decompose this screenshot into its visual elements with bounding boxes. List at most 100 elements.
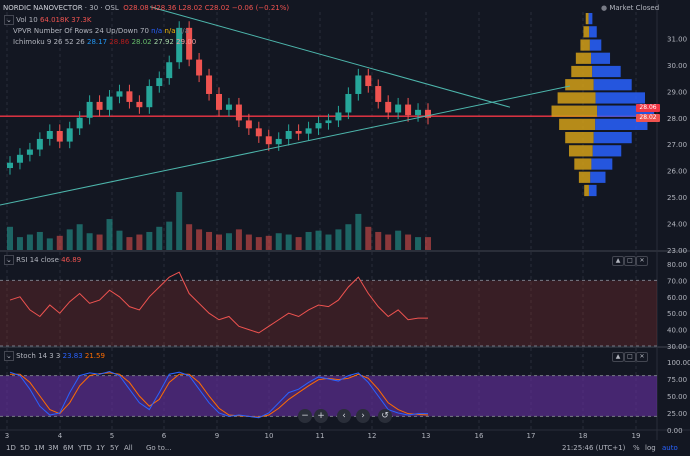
rsi-value: 46.89 bbox=[61, 256, 82, 264]
candle-body bbox=[96, 101, 103, 110]
volume-profile-down-bar bbox=[597, 105, 655, 117]
stoch-legend[interactable]: ⌄ Stoch 14 3 3 23.83 21.59 bbox=[4, 351, 105, 361]
timeframe-ytd[interactable]: YTD bbox=[78, 444, 92, 452]
y-tick-label: 25.00 bbox=[667, 194, 687, 202]
candle-body bbox=[136, 101, 143, 108]
stoch-pane-up-icon[interactable]: ▲ bbox=[612, 352, 624, 362]
go-to-button[interactable]: Go to... bbox=[146, 444, 172, 452]
log-toggle[interactable]: log bbox=[645, 444, 656, 452]
candle-body bbox=[405, 104, 412, 116]
reset-chart-button[interactable]: ↺ bbox=[378, 409, 392, 423]
volume-bar bbox=[56, 235, 63, 250]
timeframe-1d[interactable]: 1D bbox=[6, 444, 16, 452]
stoch-params: 14 3 3 bbox=[38, 352, 61, 360]
x-tick-label: 9 bbox=[215, 432, 219, 440]
volume-bar bbox=[166, 221, 173, 250]
ichimoku-value-3: 28.02 bbox=[131, 38, 152, 46]
ohlc-close: C28.02 bbox=[204, 4, 230, 12]
timeframe-1y[interactable]: 1Y bbox=[96, 444, 105, 452]
rsi-collapse-icon[interactable]: ⌄ bbox=[4, 255, 14, 265]
volume-bar bbox=[415, 237, 422, 250]
rsi-params: 14 close bbox=[29, 256, 59, 264]
volume-bar bbox=[196, 229, 203, 250]
vpvr-legend[interactable]: VPVR Number Of Rows 24 Up/Down 70 n/a n/… bbox=[13, 27, 189, 36]
volume-profile-up-bar bbox=[559, 118, 596, 130]
volume-profile-down-bar bbox=[589, 39, 602, 51]
collapse-icon[interactable]: ⌄ bbox=[4, 15, 14, 25]
rsi-y-tick-label: 80.00 bbox=[667, 261, 687, 269]
candle-body bbox=[46, 131, 53, 139]
candle-body bbox=[255, 128, 262, 137]
volume-bar bbox=[245, 234, 252, 250]
vpvr-value-3: n/a bbox=[177, 27, 189, 35]
candle-body bbox=[156, 78, 163, 87]
volume-bar bbox=[305, 231, 312, 250]
auto-toggle[interactable]: auto bbox=[662, 444, 678, 452]
pane-close-icon[interactable]: ✕ bbox=[636, 256, 648, 266]
volume-bar bbox=[325, 234, 332, 250]
pane-up-icon[interactable]: ▲ bbox=[612, 256, 624, 266]
timeframe-all[interactable]: All bbox=[124, 444, 133, 452]
rsi-legend[interactable]: ⌄ RSI 14 close 46.89 bbox=[4, 255, 82, 265]
x-tick-label: 19 bbox=[632, 432, 641, 440]
candle-body bbox=[106, 96, 113, 110]
ichimoku-value-4: 27.92 bbox=[153, 38, 174, 46]
exchange: OSL bbox=[104, 4, 119, 12]
volume-bar bbox=[385, 234, 392, 250]
percent-toggle[interactable]: % bbox=[633, 444, 640, 452]
volume-bar bbox=[66, 229, 73, 250]
volume-bar bbox=[405, 234, 412, 250]
volume-profile-down-bar bbox=[589, 26, 597, 38]
candle-body bbox=[245, 120, 252, 129]
candle-body bbox=[176, 27, 183, 63]
volume-bar bbox=[395, 230, 402, 250]
candle-body bbox=[295, 131, 302, 134]
x-tick-label: 6 bbox=[162, 432, 167, 440]
zoom-out-button[interactable]: − bbox=[298, 409, 312, 423]
volume-bar bbox=[156, 226, 163, 250]
vol-value-1: 64.018K bbox=[39, 16, 70, 24]
stoch-y-tick-label: 50.00 bbox=[667, 393, 687, 401]
header-legend: NORDIC NANOVECTOR · 30 · OSL O28.08 H28.… bbox=[3, 4, 290, 12]
candle-body bbox=[7, 162, 13, 169]
timeframe-3m[interactable]: 3M bbox=[48, 444, 59, 452]
vpvr-params: Number Of Rows 24 Up/Down 70 bbox=[33, 27, 149, 35]
ichimoku-legend[interactable]: Ichimoku 9 26 52 26 28.17 28.86 28.02 27… bbox=[13, 38, 196, 47]
volume-bar bbox=[375, 231, 382, 250]
vpvr-label: VPVR bbox=[13, 27, 32, 35]
candle-body bbox=[86, 101, 93, 118]
x-tick-label: 17 bbox=[527, 432, 536, 440]
timeframe-6m[interactable]: 6M bbox=[63, 444, 74, 452]
volume-bar bbox=[176, 192, 183, 250]
current-price-box: 28.06 bbox=[636, 104, 660, 112]
vol-value-2: 37.3K bbox=[71, 16, 92, 24]
volume-profile-up-bar bbox=[580, 39, 590, 51]
candle-body bbox=[305, 128, 312, 134]
volume-profile-up-bar bbox=[569, 145, 593, 157]
volume-bar bbox=[295, 237, 302, 250]
stoch-pane-close-icon[interactable]: ✕ bbox=[636, 352, 648, 362]
volume-profile-down-bar bbox=[591, 158, 613, 170]
rsi-y-tick-label: 30.00 bbox=[667, 343, 687, 351]
volume-profile-down-bar bbox=[595, 92, 645, 104]
scroll-right-button[interactable]: › bbox=[356, 409, 370, 423]
volume-profile-up-bar bbox=[578, 171, 591, 183]
stoch-pane-maximize-icon[interactable]: □ bbox=[624, 352, 636, 362]
ichimoku-value-2: 28.86 bbox=[109, 38, 130, 46]
vol-legend[interactable]: ⌄ Vol 10 64.018K 37.3K bbox=[4, 15, 92, 25]
candle-body bbox=[26, 149, 33, 155]
timeframe-5y[interactable]: 5Y bbox=[110, 444, 119, 452]
timeframe-1m[interactable]: 1M bbox=[34, 444, 45, 452]
volume-profile-up-bar bbox=[575, 52, 592, 64]
y-tick-label: 23.00 bbox=[667, 247, 687, 255]
volume-profile-up-bar bbox=[571, 65, 593, 78]
timeframe-5d[interactable]: 5D bbox=[20, 444, 30, 452]
vol-label: Vol 10 bbox=[16, 16, 38, 24]
candle-body bbox=[116, 91, 123, 97]
market-status-dot-icon: ● bbox=[601, 4, 608, 12]
zoom-in-button[interactable]: + bbox=[314, 409, 328, 423]
scroll-left-button[interactable]: ‹ bbox=[337, 409, 351, 423]
stoch-collapse-icon[interactable]: ⌄ bbox=[4, 351, 14, 361]
pane-maximize-icon[interactable]: □ bbox=[624, 256, 636, 266]
